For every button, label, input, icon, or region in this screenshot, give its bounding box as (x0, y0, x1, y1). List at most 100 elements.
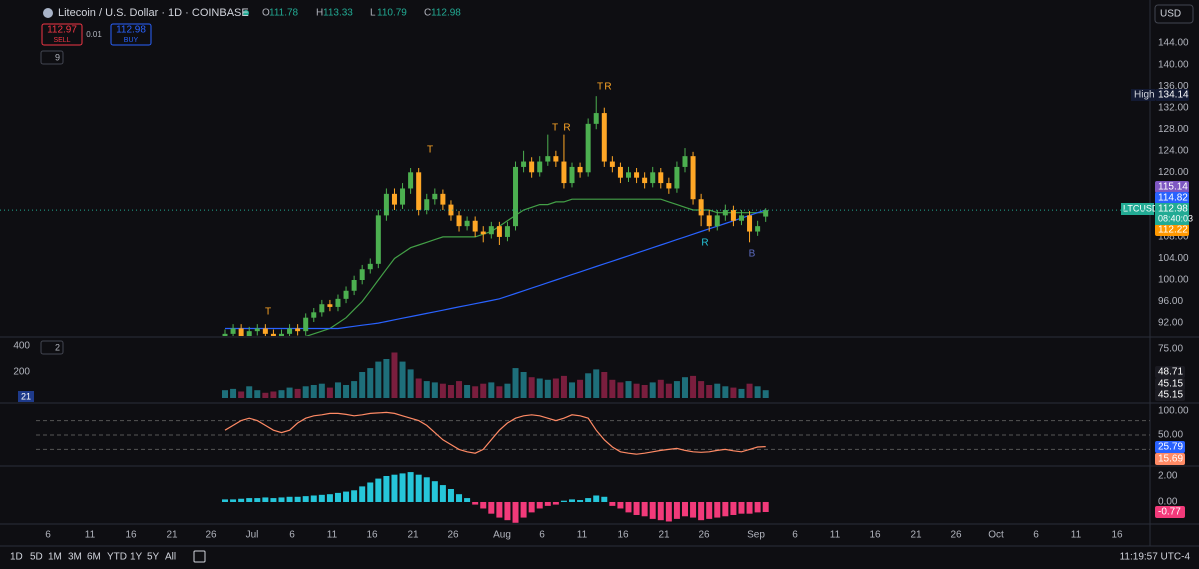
signal-label: T (427, 145, 433, 156)
range-button[interactable]: 5Y (147, 552, 160, 563)
indicators-count: 9 (55, 52, 60, 62)
y-tick-label: 124.00 (1158, 145, 1189, 156)
clock: 11:19:57 UTC-4 (1120, 552, 1191, 563)
sell-button[interactable] (41, 23, 83, 46)
candle-body (262, 328, 268, 334)
currency-button[interactable] (1154, 4, 1194, 24)
y-tick-label: 96.00 (1158, 296, 1183, 307)
macd-bar (754, 501, 761, 513)
x-tick-label: 21 (407, 530, 419, 541)
candle-body (529, 161, 535, 173)
y-tick-label: 200 (13, 367, 30, 378)
x-tick-label: 11 (327, 530, 338, 541)
range-button[interactable]: 3M (68, 552, 82, 563)
volume-bar (407, 369, 414, 398)
volume-bar (262, 392, 269, 398)
volume-badge-bg (1155, 389, 1185, 401)
volume-bar (746, 383, 753, 398)
y-tick-label: 132.00 (1158, 102, 1189, 113)
volume-bar (673, 381, 680, 398)
range-button[interactable]: 1M (48, 552, 62, 563)
candle-body (722, 210, 728, 216)
x-tick-label: 26 (447, 530, 459, 541)
candle-body (642, 177, 648, 184)
sell-label: SELL (53, 37, 70, 44)
sell-price: 112.97 (47, 25, 77, 36)
macd-bar (512, 501, 519, 523)
macd-bar (222, 499, 228, 502)
y-tick-label: 108.00 (1158, 232, 1189, 243)
candle-body (456, 215, 462, 227)
volume-bar (609, 379, 616, 398)
buy-button[interactable] (110, 23, 152, 46)
macd-bar (439, 485, 446, 502)
price-badge: 115.14 (1158, 182, 1188, 193)
ohlc-value: 110.79 (377, 8, 407, 19)
y-tick-label: 0.00 (1158, 497, 1178, 508)
candle-body (254, 328, 260, 332)
range-button[interactable]: 6M (87, 552, 101, 563)
x-tick-label: 16 (617, 530, 629, 541)
volume-bar (222, 390, 228, 398)
candle-body (666, 183, 672, 189)
range-button[interactable]: All (165, 552, 176, 563)
macd-bar (552, 501, 559, 505)
y2-tick-label: 75.00 (1158, 344, 1183, 355)
macd-bar (698, 501, 705, 521)
macd-bar (673, 501, 680, 519)
macd-bar (456, 494, 463, 502)
macd-bar (351, 490, 358, 502)
macd-bar (504, 501, 511, 521)
signal-label: B (749, 249, 756, 260)
volume-bar (528, 377, 535, 398)
candle-body (601, 113, 607, 162)
volume-bar (585, 373, 592, 398)
range-button[interactable]: 1D (10, 552, 23, 563)
volume-bar (722, 386, 729, 398)
macd-bar (536, 501, 543, 509)
status-dot (243, 10, 249, 16)
volume-bar (359, 371, 366, 398)
volume-bar (383, 358, 390, 398)
candle-body (577, 166, 583, 173)
volume-bar (617, 382, 624, 398)
stoch-badge: 15.69 (1158, 454, 1183, 465)
x-tick-label: 21 (166, 530, 178, 541)
macd-bar (334, 492, 341, 502)
range-button[interactable]: 1Y (130, 552, 143, 563)
countdown: 08:40:03 (1158, 213, 1193, 223)
macd-bar (722, 501, 729, 517)
range-button[interactable]: 5D (30, 552, 43, 563)
macd-bar (480, 501, 487, 509)
macd-bar (310, 495, 317, 502)
volume-bar (270, 391, 277, 398)
y-tick-label: 2.00 (1158, 471, 1178, 482)
macd-bar (625, 501, 632, 513)
candle-body (747, 215, 753, 232)
volume-bar (665, 383, 672, 398)
price-badge: 112.22 (1158, 225, 1188, 236)
volume-bar (762, 390, 769, 398)
macd-bar (238, 498, 245, 502)
x-tick-label: 26 (950, 530, 962, 541)
ohlc-value: 111.78 (269, 8, 299, 19)
macd-bar (633, 501, 640, 515)
macd-bar (488, 501, 495, 514)
candle-body (367, 263, 373, 270)
x-tick-label: 26 (205, 530, 217, 541)
macd-bar (649, 501, 656, 519)
candle-body (545, 156, 551, 162)
range-button[interactable]: YTD (107, 552, 127, 563)
candle-body (464, 220, 470, 227)
y-tick-label: 128.00 (1158, 124, 1189, 135)
macd-bar (415, 474, 422, 502)
volume-bar (246, 386, 253, 398)
x-tick-label: 6 (45, 530, 51, 541)
x-tick-label: 11 (85, 530, 96, 541)
volume-badge-bg (1155, 378, 1185, 390)
x-tick-label: 16 (125, 530, 137, 541)
high-label: High (1134, 90, 1155, 101)
volume-bar (343, 384, 350, 398)
